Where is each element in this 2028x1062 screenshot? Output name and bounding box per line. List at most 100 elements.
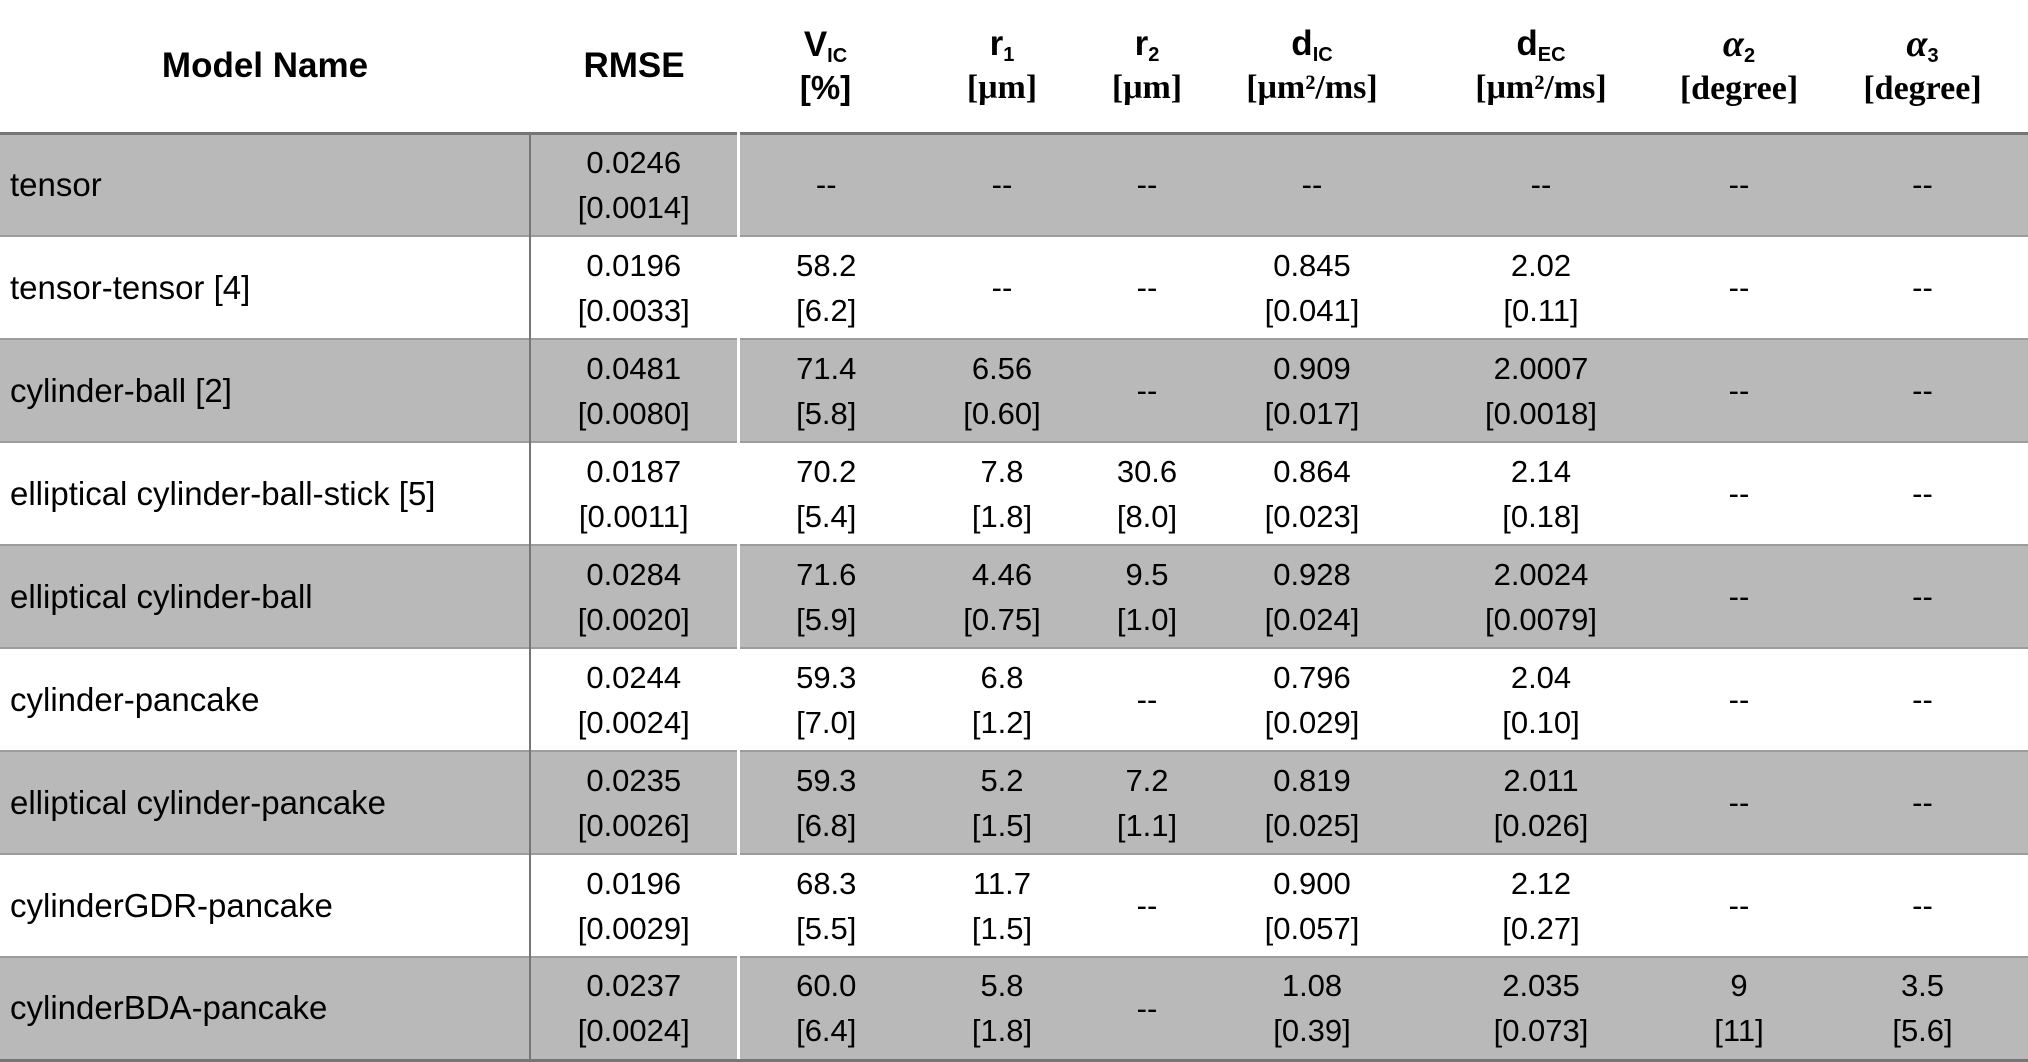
cell-value: -- — [1912, 579, 1933, 614]
model-name-cell: elliptical cylinder-ball-stick [5] — [0, 441, 531, 545]
header-unit: [%] — [799, 68, 852, 106]
dic-cell: 0.909 [0.017] — [1203, 338, 1421, 442]
dec-cell: 2.14 [0.18] — [1421, 441, 1661, 545]
cell-uncertainty: [0.0079] — [1484, 601, 1598, 637]
col-header-vic: VIC [%] — [738, 0, 913, 133]
cell-uncertainty: [1.5] — [971, 910, 1033, 946]
cell-value: -- — [1136, 888, 1158, 923]
cell-uncertainty: [11] — [1714, 1013, 1764, 1049]
cell-value: 2.0007 — [1493, 350, 1589, 386]
model-name-cell: tensor-tensor [4] — [0, 235, 531, 339]
cell-value: 0.0196 — [586, 247, 682, 283]
dec-cell: 2.0024 [0.0079] — [1421, 544, 1661, 648]
model-name-cell: tensor — [0, 131, 531, 236]
cell-value: 3.5 — [1900, 968, 1945, 1004]
cell-uncertainty: [1.8] — [971, 1013, 1033, 1049]
cell-uncertainty: [0.0024] — [577, 704, 690, 740]
cell-value: -- — [815, 167, 837, 203]
alpha2-cell: -- — [1661, 338, 1817, 442]
cell-uncertainty: [7.0] — [796, 704, 857, 740]
cell-uncertainty: [6.2] — [796, 292, 857, 328]
cell-uncertainty: [1.1] — [1116, 807, 1178, 843]
cell-value: 0.900 — [1273, 865, 1351, 901]
r1-cell: 5.8 [1.8] — [913, 956, 1091, 1062]
header-label: Model Name — [161, 46, 369, 86]
dic-cell: 0.845 [0.041] — [1203, 235, 1421, 339]
cell-value: -- — [1728, 579, 1750, 614]
cell-value: -- — [1728, 476, 1750, 511]
col-header-rmse: RMSE — [530, 0, 738, 133]
alpha2-cell: -- — [1661, 441, 1817, 545]
model-name-cell: cylinderGDR-pancake — [0, 853, 531, 957]
cell-uncertainty: [1.5] — [971, 807, 1033, 843]
header-symbol: dEC — [1516, 24, 1566, 67]
cell-value: 7.8 — [980, 453, 1024, 489]
col-header-dec: dEC [μm²/ms] — [1421, 0, 1661, 133]
r1-cell: -- — [913, 131, 1091, 236]
dec-cell: 2.011 [0.026] — [1421, 750, 1661, 854]
cell-value: 30.6 — [1116, 453, 1178, 489]
cell-value: 71.4 — [796, 350, 857, 386]
cell-uncertainty: [1.2] — [971, 704, 1033, 740]
cell-value: -- — [1912, 476, 1933, 511]
cell-value: 0.819 — [1273, 762, 1351, 798]
header-symbol: VIC — [803, 24, 848, 67]
table-row: tensor-tensor [4] 0.0196 [0.0033] 58.2 [6.… — [0, 235, 2028, 339]
dic-cell: 0.900 [0.057] — [1203, 853, 1421, 957]
cell-value: -- — [1728, 682, 1750, 717]
dic-cell: -- — [1203, 131, 1421, 236]
col-header-dic: dIC [μm²/ms] — [1203, 0, 1421, 133]
cell-uncertainty: [0.0080] — [577, 395, 690, 431]
cell-value: -- — [1136, 990, 1158, 1026]
cell-value: 2.0024 — [1493, 556, 1589, 592]
cell-value: 2.04 — [1510, 659, 1572, 695]
cell-value: 0.0246 — [586, 144, 682, 180]
col-header-model-name: Model Name — [0, 0, 530, 133]
r2-cell: -- — [1091, 235, 1203, 339]
alpha3-cell: -- — [1817, 544, 2028, 648]
col-header-r2: r2 [μm] — [1091, 0, 1203, 133]
cell-value: 0.0481 — [586, 350, 682, 386]
alpha3-cell: 3.5 [5.6] — [1817, 956, 2028, 1062]
cell-uncertainty: [5.8] — [796, 395, 857, 431]
vic-cell: 70.2 [5.4] — [738, 441, 913, 545]
model-name-cell: cylinder-pancake — [0, 647, 531, 751]
cell-uncertainty: [0.11] — [1503, 292, 1579, 328]
cell-uncertainty: [1.0] — [1116, 601, 1178, 637]
cell-value: 0.0284 — [586, 556, 682, 592]
cell-uncertainty: [0.18] — [1502, 498, 1580, 534]
cell-value: 1.08 — [1281, 968, 1343, 1004]
table-row: elliptical cylinder-pancake 0.0235 [0.002… — [0, 750, 2028, 854]
cell-uncertainty: [0.057] — [1264, 910, 1360, 946]
alpha2-cell: -- — [1661, 750, 1817, 854]
header-symbol: α3 — [1906, 23, 1939, 68]
cell-value: 71.6 — [796, 556, 857, 592]
header-unit: [μm²/ms] — [1475, 68, 1607, 106]
cell-value: -- — [1728, 888, 1750, 923]
cell-value: 6.56 — [971, 350, 1033, 386]
alpha3-cell: -- — [1817, 338, 2028, 442]
cell-value: 2.011 — [1503, 762, 1579, 798]
dic-cell: 0.928 [0.024] — [1203, 544, 1421, 648]
cell-uncertainty: [0.60] — [963, 395, 1041, 431]
cell-value: -- — [1136, 682, 1158, 717]
cell-uncertainty: [6.8] — [796, 807, 857, 843]
cell-value: -- — [1912, 373, 1933, 408]
col-header-alpha2: α2 [degree] — [1661, 0, 1817, 133]
cell-value: -- — [1912, 785, 1933, 820]
cell-value: 70.2 — [796, 453, 857, 489]
cell-uncertainty: [0.0033] — [577, 292, 690, 328]
cell-uncertainty: [5.5] — [796, 910, 857, 946]
cell-uncertainty: [0.0029] — [577, 910, 690, 946]
cell-value: -- — [1728, 785, 1750, 820]
cell-value: -- — [1912, 888, 1933, 923]
r1-cell: 4.46 [0.75] — [913, 544, 1091, 648]
dic-cell: 0.864 [0.023] — [1203, 441, 1421, 545]
table-row: cylinder-pancake 0.0244 [0.0024] 59.3 [7.0… — [0, 647, 2028, 751]
cell-uncertainty: [0.024] — [1264, 601, 1360, 637]
header-unit: [μm] — [1111, 68, 1183, 106]
cell-value: -- — [1136, 270, 1158, 305]
rmse-cell: 0.0196 [0.0029] — [530, 853, 740, 957]
dic-cell: 1.08 [0.39] — [1203, 956, 1421, 1062]
